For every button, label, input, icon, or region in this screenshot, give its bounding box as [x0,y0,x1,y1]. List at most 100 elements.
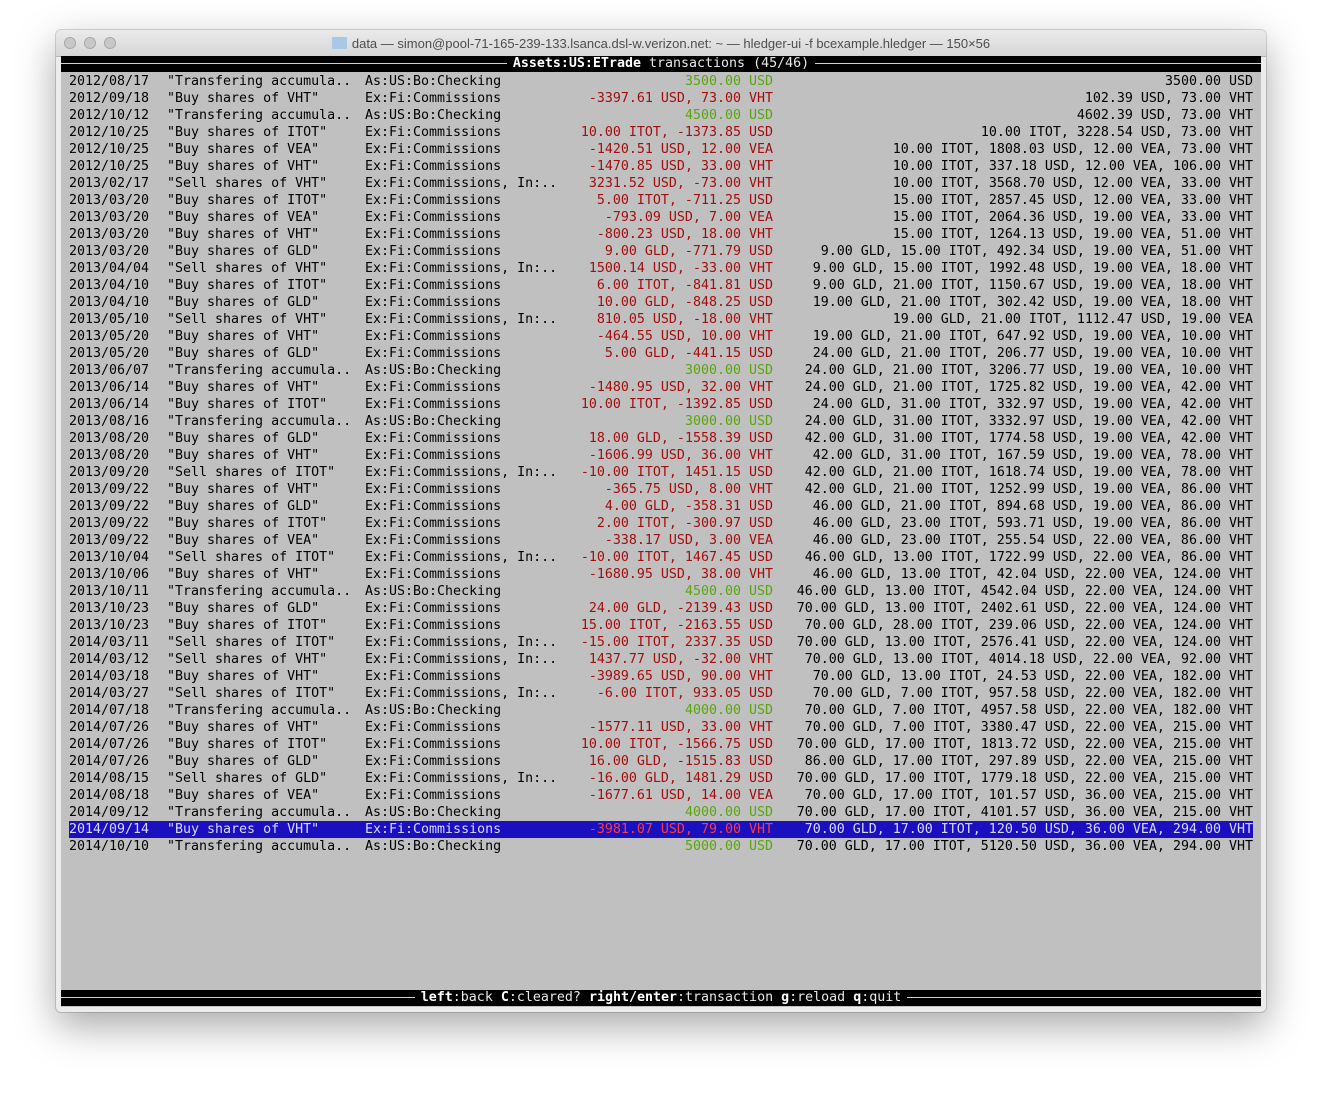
table-row[interactable]: 2014/03/12 "Sell shares of VHT" Ex:Fi:Comm… [69,651,1253,668]
table-row[interactable]: 2013/10/23 "Buy shares of ITOT" Ex:Fi:Comm… [69,617,1253,634]
table-row[interactable]: 2014/07/26 "Buy shares of ITOT" Ex:Fi:Comm… [69,736,1253,753]
cell-balance: 46.00 GLD, 13.00 ITOT, 42.04 USD, 22.00 … [812,567,1253,582]
table-row[interactable]: 2012/08/17 "Transfering accumula.. As:US:B… [69,73,1253,90]
table-row[interactable]: 2013/05/20 "Buy shares of GLD" Ex:Fi:Commi… [69,345,1253,362]
table-row[interactable]: 2014/07/18 "Transfering accumula.. As:US:B… [69,702,1253,719]
table-row[interactable]: 2014/03/11 "Sell shares of ITOT" Ex:Fi:Com… [69,634,1253,651]
close-button[interactable] [64,37,76,49]
cell-amount: 10.00 ITOT, -1373.85 USD [580,125,773,140]
window-title-text: data — simon@pool-71-165-239-133.lsanca.… [351,36,991,51]
cell-description: "Buy shares of VEA" [167,533,320,548]
cell-description: "Sell shares of VHT" [167,652,328,667]
cell-account: Ex:Fi:Commissions [365,431,502,446]
cell-amount: 10.00 ITOT, -1566.75 USD [580,737,773,752]
cell-description: "Sell shares of ITOT" [167,550,336,565]
cell-date: 2014/07/26 [69,754,150,769]
cell-date: 2013/04/10 [69,295,150,310]
table-row[interactable]: 2013/05/20 "Buy shares of VHT" Ex:Fi:Commi… [69,328,1253,345]
cell-amount: -464.55 USD, 10.00 VHT [596,329,773,344]
cell-date: 2013/02/17 [69,176,150,191]
cell-amount: 4000.00 USD [684,703,773,718]
cell-amount: -1470.85 USD, 33.00 VHT [588,159,773,174]
terminal-content[interactable]: Assets:US:ETrade transactions (45/46) 20… [61,56,1261,1007]
cell-description: "Sell shares of VHT" [167,176,328,191]
cell-account: Ex:Fi:Commissions [365,278,502,293]
cell-description: "Buy shares of VHT" [167,159,320,174]
cell-description: "Buy shares of ITOT" [167,516,328,531]
cell-account: Ex:Fi:Commissions [365,822,502,837]
cell-date: 2013/09/22 [69,482,150,497]
table-row[interactable]: 2013/10/23 "Buy shares of GLD" Ex:Fi:Commi… [69,600,1253,617]
cell-balance: 24.00 GLD, 31.00 ITOT, 3332.97 USD, 19.0… [804,414,1253,429]
table-row[interactable]: 2013/06/14 "Buy shares of VHT" Ex:Fi:Commi… [69,379,1253,396]
cell-description: "Buy shares of VHT" [167,669,320,684]
table-row[interactable]: 2013/06/14 "Buy shares of ITOT" Ex:Fi:Comm… [69,396,1253,413]
table-row[interactable]: 2014/08/18 "Buy shares of VEA" Ex:Fi:Commi… [69,787,1253,804]
table-row[interactable]: 2013/04/10 "Buy shares of GLD" Ex:Fi:Commi… [69,294,1253,311]
table-row[interactable]: 2013/06/07 "Transfering accumula.. As:US:B… [69,362,1253,379]
table-row[interactable]: 2013/03/20 "Buy shares of VHT" Ex:Fi:Commi… [69,226,1253,243]
table-row[interactable]: 2013/04/10 "Buy shares of ITOT" Ex:Fi:Comm… [69,277,1253,294]
key-action: back [460,990,493,1005]
cell-description: "Sell shares of VHT" [167,261,328,276]
cell-date: 2014/03/18 [69,669,150,684]
cell-date: 2014/03/12 [69,652,150,667]
table-row[interactable]: 2013/03/20 "Buy shares of ITOT" Ex:Fi:Comm… [69,192,1253,209]
table-row[interactable]: 2013/10/06 "Buy shares of VHT" Ex:Fi:Commi… [69,566,1253,583]
cell-description: "Buy shares of ITOT" [167,618,328,633]
cell-account: As:US:Bo:Checking [365,363,502,378]
table-row[interactable]: 2013/08/16 "Transfering accumula.. As:US:B… [69,413,1253,430]
table-row[interactable]: 2012/10/25 "Buy shares of VHT" Ex:Fi:Commi… [69,158,1253,175]
cell-amount: 1437.77 USD, -32.00 VHT [588,652,773,667]
table-row[interactable]: 2014/07/26 "Buy shares of VHT" Ex:Fi:Commi… [69,719,1253,736]
cell-balance: 46.00 GLD, 13.00 ITOT, 4542.04 USD, 22.0… [796,584,1253,599]
table-row[interactable]: 2014/03/27 "Sell shares of ITOT" Ex:Fi:Com… [69,685,1253,702]
table-row[interactable]: 2012/10/12 "Transfering accumula.. As:US:B… [69,107,1253,124]
table-row[interactable]: 2012/10/25 "Buy shares of ITOT" Ex:Fi:Comm… [69,124,1253,141]
table-row[interactable]: 2013/09/22 "Buy shares of VEA" Ex:Fi:Commi… [69,532,1253,549]
table-row[interactable]: 2013/08/20 "Buy shares of GLD" Ex:Fi:Commi… [69,430,1253,447]
table-row[interactable]: 2013/09/22 "Buy shares of GLD" Ex:Fi:Commi… [69,498,1253,515]
cell-date: 2013/10/23 [69,601,150,616]
cell-account: Ex:Fi:Commissions [365,397,502,412]
table-row[interactable]: 2012/09/18 "Buy shares of VHT" Ex:Fi:Commi… [69,90,1253,107]
cell-description: "Buy shares of GLD" [167,601,320,616]
table-row[interactable]: 2014/07/26 "Buy shares of GLD" Ex:Fi:Commi… [69,753,1253,770]
cell-description: "Sell shares of ITOT" [167,465,336,480]
table-row[interactable]: 2013/03/20 "Buy shares of VEA" Ex:Fi:Commi… [69,209,1253,226]
cell-amount: 4.00 GLD, -358.31 USD [604,499,773,514]
zoom-button[interactable] [104,37,116,49]
cell-amount: -338.17 USD, 3.00 VEA [604,533,773,548]
cell-balance: 9.00 GLD, 15.00 ITOT, 492.34 USD, 19.00 … [820,244,1253,259]
table-row[interactable]: 2014/03/18 "Buy shares of VHT" Ex:Fi:Commi… [69,668,1253,685]
table-row-selected[interactable]: 2014/09/14 "Buy shares of VHT" Ex:Fi:Commi… [69,821,1253,838]
table-row[interactable]: 2013/03/20 "Buy shares of GLD" Ex:Fi:Commi… [69,243,1253,260]
cell-balance: 70.00 GLD, 17.00 ITOT, 1779.18 USD, 22.0… [796,771,1253,786]
cell-amount: -800.23 USD, 18.00 VHT [596,227,773,242]
table-row[interactable]: 2014/08/15 "Sell shares of GLD" Ex:Fi:Comm… [69,770,1253,787]
table-row[interactable]: 2012/10/25 "Buy shares of VEA" Ex:Fi:Commi… [69,141,1253,158]
cell-account: Ex:Fi:Commissions, In:.. [365,176,558,191]
table-row[interactable]: 2014/09/12 "Transfering accumula.. As:US:B… [69,804,1253,821]
minimize-button[interactable] [84,37,96,49]
table-row[interactable]: 2013/10/11 "Transfering accumula.. As:US:B… [69,583,1253,600]
cell-amount: 4500.00 USD [684,108,773,123]
cell-description: "Buy shares of VEA" [167,788,320,803]
cell-account: Ex:Fi:Commissions [365,227,502,242]
table-row[interactable]: 2013/08/20 "Buy shares of VHT" Ex:Fi:Commi… [69,447,1253,464]
cell-balance: 10.00 ITOT, 1808.03 USD, 12.00 VEA, 73.0… [892,142,1253,157]
table-row[interactable]: 2013/09/22 "Buy shares of VHT" Ex:Fi:Commi… [69,481,1253,498]
cell-account: Ex:Fi:Commissions [365,533,502,548]
table-row[interactable]: 2013/04/04 "Sell shares of VHT" Ex:Fi:Comm… [69,260,1253,277]
cell-amount: 3500.00 USD [684,74,773,89]
cell-date: 2014/07/26 [69,737,150,752]
table-row[interactable]: 2013/09/22 "Buy shares of ITOT" Ex:Fi:Comm… [69,515,1253,532]
cell-balance: 19.00 GLD, 21.00 ITOT, 302.42 USD, 19.00… [812,295,1253,310]
cell-amount: 810.05 USD, -18.00 VHT [596,312,773,327]
table-row[interactable]: 2014/10/10 "Transfering accumula.. As:US:B… [69,838,1253,855]
table-row[interactable]: 2013/10/04 "Sell shares of ITOT" Ex:Fi:Com… [69,549,1253,566]
table-row[interactable]: 2013/02/17 "Sell shares of VHT" Ex:Fi:Comm… [69,175,1253,192]
table-row[interactable]: 2013/05/10 "Sell shares of VHT" Ex:Fi:Comm… [69,311,1253,328]
cell-date: 2012/10/25 [69,159,150,174]
table-row[interactable]: 2013/09/20 "Sell shares of ITOT" Ex:Fi:Com… [69,464,1253,481]
